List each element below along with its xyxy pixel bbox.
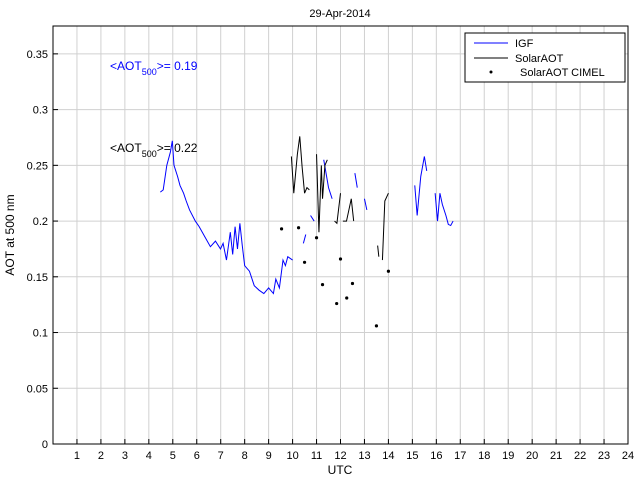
- x-tick-label: 10: [286, 450, 298, 462]
- cimel-point: [345, 296, 349, 300]
- x-tick-label: 8: [242, 450, 248, 462]
- cimel-point: [374, 324, 379, 328]
- series-line-igf: [363, 198, 368, 211]
- x-tick-label: 20: [526, 450, 538, 462]
- series-line-igf: [310, 215, 315, 222]
- chart-title: 29-Apr-2014: [309, 8, 370, 20]
- series-line-solaraot: [334, 193, 341, 225]
- annotation-suffix: >= 0.22: [157, 141, 198, 155]
- cimel-point: [279, 227, 284, 231]
- series-line-igf: [160, 140, 293, 295]
- x-tick-label: 23: [598, 450, 610, 462]
- series-line-igf: [354, 173, 358, 188]
- x-tick-label: 12: [334, 450, 346, 462]
- series-line-solaraot: [342, 198, 355, 222]
- annotation-prefix: <AOT: [110, 141, 142, 155]
- y-tick-label: 0.3: [33, 105, 48, 117]
- y-axis-label: AOT at 500 nm: [3, 194, 17, 275]
- legend: IGF SolarAOT SolarAOT CIMEL: [464, 32, 626, 83]
- x-tick-label: 24: [622, 450, 634, 462]
- y-tick-label: 0: [42, 439, 48, 451]
- x-tick-label: 15: [406, 450, 418, 462]
- data-marks: [160, 136, 454, 328]
- x-tick-label: 13: [358, 450, 370, 462]
- legend-label-cimel: SolarAOT CIMEL: [520, 67, 605, 79]
- y-tick-label: 0.1: [33, 328, 48, 340]
- series-line-igf: [434, 193, 454, 227]
- y-tick-label: 0.15: [27, 272, 48, 284]
- x-tick-label: 11: [311, 450, 322, 462]
- legend-swatch-cimel: [489, 70, 493, 74]
- y-tick-label: 0.05: [27, 383, 48, 395]
- y-tick-label: 0.35: [27, 49, 48, 61]
- series-line-igf: [323, 159, 333, 199]
- legend-label-solaraot: SolarAOT: [515, 53, 564, 65]
- cimel-point: [314, 236, 319, 240]
- plot-frame: [52, 25, 629, 445]
- series-line-igf: [414, 156, 428, 216]
- x-tick-label: 17: [454, 450, 466, 462]
- x-tick-label: 9: [266, 450, 272, 462]
- series-line-solaraot: [290, 136, 310, 194]
- tick-labels: 1 2 3 4 5 6 7 8 9 10 11 12 13 14 15 16 17 18 19 20 21 22 23 240…: [27, 49, 635, 462]
- annotation-solaraot-mean: <AOT500>= 0.22: [110, 141, 198, 159]
- annotation-sub: 500: [142, 149, 157, 159]
- cimel-point: [335, 301, 339, 306]
- grid: [53, 26, 629, 445]
- x-tick-label: 16: [430, 450, 442, 462]
- x-tick-label: 18: [478, 450, 490, 462]
- x-tick-label: 6: [194, 450, 200, 462]
- x-axis-label: UTC: [328, 463, 353, 477]
- annotation-prefix: <AOT: [110, 59, 142, 73]
- legend-label-igf: IGF: [515, 38, 534, 50]
- y-tick-label: 0.2: [33, 216, 48, 228]
- x-tick-label: 1: [74, 450, 80, 462]
- series-line-solaraot: [377, 245, 380, 257]
- annotation-sub: 500: [142, 67, 157, 77]
- annotation-suffix: >= 0.19: [157, 59, 198, 73]
- series-line-solaraot: [381, 192, 389, 261]
- series-line-solaraot: [316, 154, 328, 233]
- x-tick-label: 4: [146, 450, 152, 462]
- x-tick-label: 3: [122, 450, 128, 462]
- x-tick-label: 2: [98, 450, 104, 462]
- x-tick-label: 19: [502, 450, 514, 462]
- cimel-point: [320, 283, 325, 287]
- x-tick-label: 7: [218, 450, 224, 462]
- y-tick-label: 0.25: [27, 160, 48, 172]
- x-tick-label: 14: [382, 450, 394, 462]
- x-tick-label: 22: [574, 450, 586, 462]
- x-tick-label: 21: [550, 450, 562, 462]
- x-tick-label: 5: [170, 450, 176, 462]
- cimel-point: [338, 257, 343, 261]
- cimel-point: [302, 260, 307, 264]
- cimel-point: [296, 226, 301, 230]
- cimel-point: [350, 281, 355, 286]
- cimel-point: [386, 269, 391, 273]
- annotation-igf-mean: <AOT500>= 0.19: [110, 59, 198, 77]
- series-line-igf: [302, 234, 307, 244]
